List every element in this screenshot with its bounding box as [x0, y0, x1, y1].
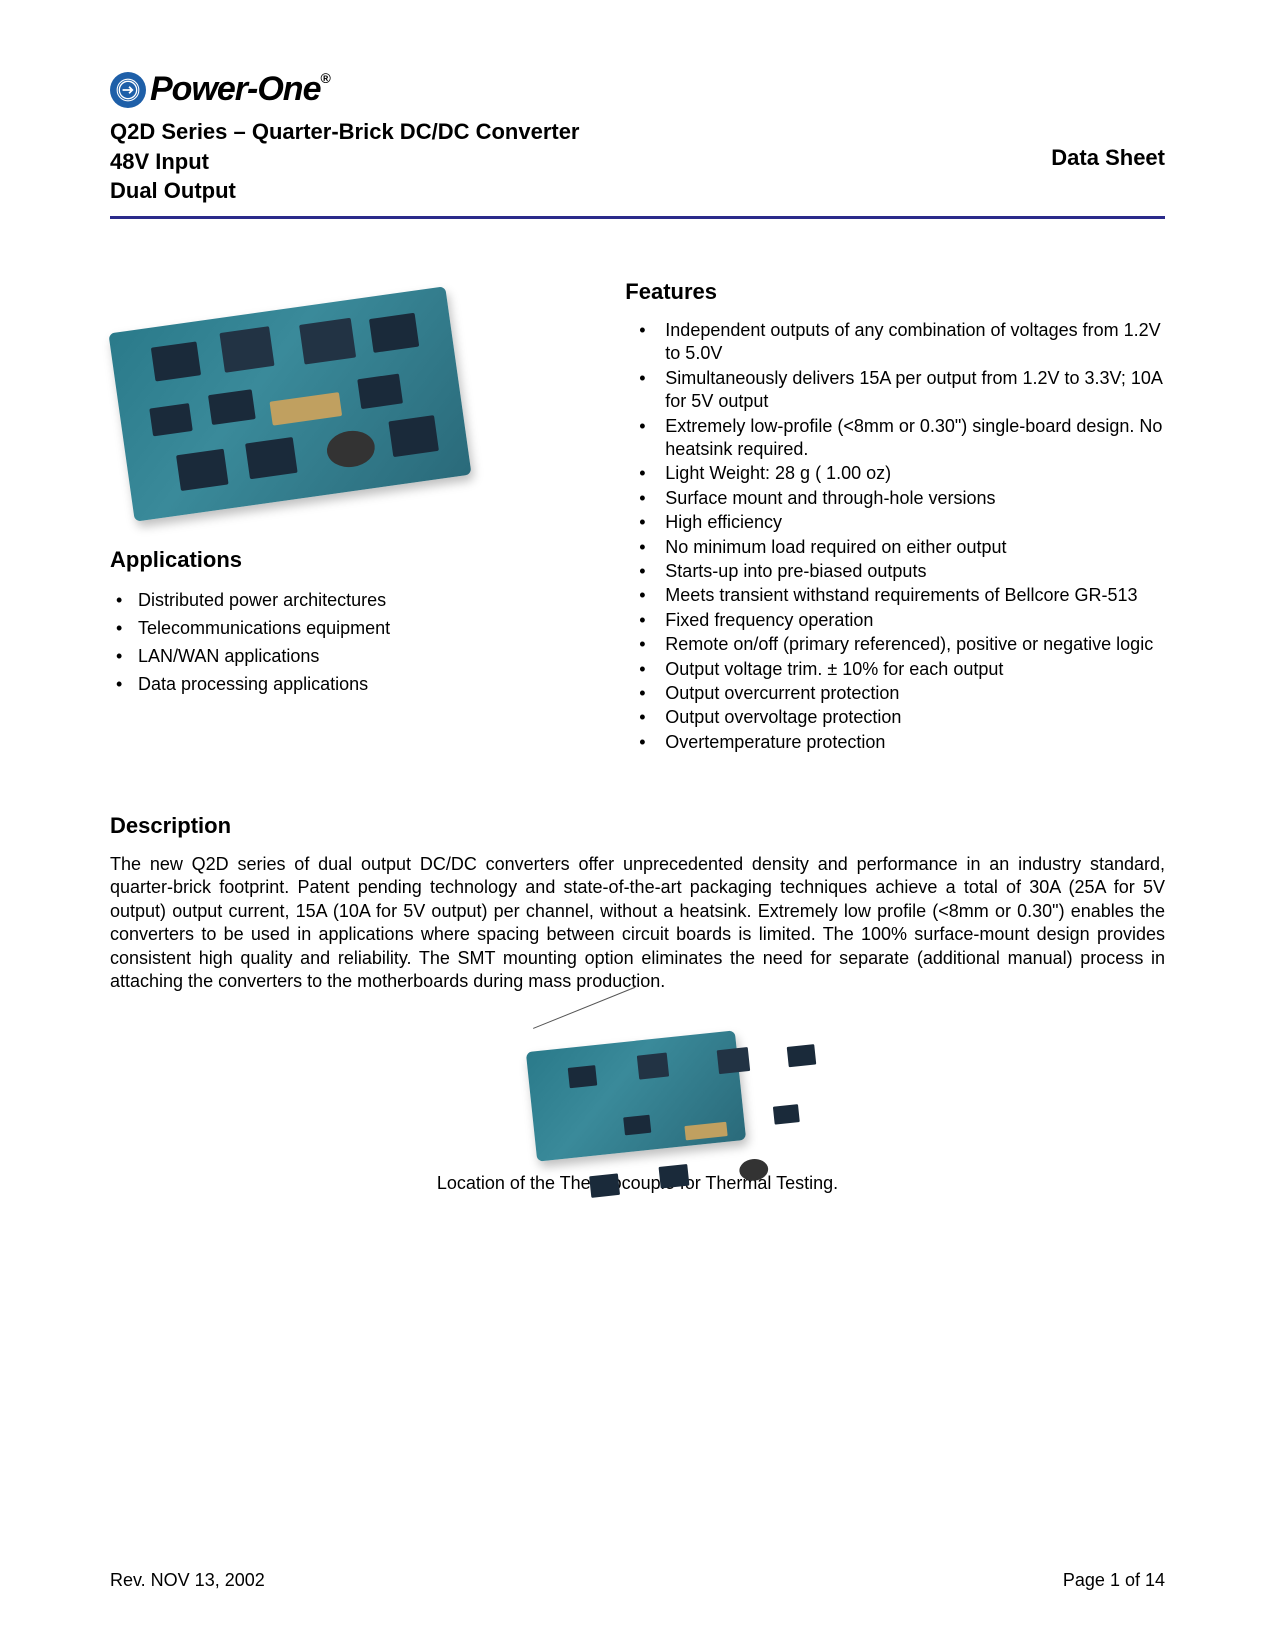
brand-logo: Power-One®: [110, 70, 1165, 109]
applications-list: Distributed power architecturesTelecommu…: [110, 587, 595, 697]
description-heading: Description: [110, 813, 1165, 839]
features-item: Simultaneously delivers 15A per output f…: [631, 367, 1165, 414]
applications-item: Data processing applications: [116, 671, 595, 697]
header-line-output: Dual Output: [110, 176, 580, 206]
globe-arrow-icon: [110, 72, 146, 108]
features-item: Output voltage trim. ± 10% for each outp…: [631, 658, 1165, 681]
page-footer: Rev. NOV 13, 2002 Page 1 of 14: [110, 1570, 1165, 1591]
header-line-input: 48V Input: [110, 147, 580, 177]
figure-caption: Location of the Thermocouple for Thermal…: [110, 1173, 1165, 1194]
registered-mark: ®: [320, 70, 329, 86]
pcb-board-illustration: [108, 286, 471, 521]
features-heading: Features: [625, 279, 1165, 305]
features-list: Independent outputs of any combination o…: [625, 319, 1165, 754]
features-item: Starts-up into pre-biased outputs: [631, 560, 1165, 583]
brand-logo-word: Power-One: [150, 70, 320, 108]
applications-item: LAN/WAN applications: [116, 643, 595, 669]
features-item: Fixed frequency operation: [631, 609, 1165, 632]
footer-revision: Rev. NOV 13, 2002: [110, 1570, 265, 1591]
features-item: Light Weight: 28 g ( 1.00 oz): [631, 462, 1165, 485]
description-section: Description The new Q2D series of dual o…: [110, 813, 1165, 993]
column-right: Features Independent outputs of any comb…: [625, 279, 1165, 755]
header-divider: [110, 216, 1165, 219]
column-left: Applications Distributed power architect…: [110, 279, 595, 755]
header-doc-type: Data Sheet: [1051, 117, 1165, 171]
features-item: No minimum load required on either outpu…: [631, 536, 1165, 559]
features-item: Meets transient withstand requirements o…: [631, 584, 1165, 607]
features-item: Output overcurrent protection: [631, 682, 1165, 705]
applications-item: Distributed power architectures: [116, 587, 595, 613]
features-item: Output overvoltage protection: [631, 706, 1165, 729]
header-line-series: Q2D Series – Quarter-Brick DC/DC Convert…: [110, 117, 580, 147]
brand-logo-text: Power-One®: [150, 70, 330, 109]
features-item: Independent outputs of any combination o…: [631, 319, 1165, 366]
header-title-block: Q2D Series – Quarter-Brick DC/DC Convert…: [110, 117, 580, 206]
document-header: Q2D Series – Quarter-Brick DC/DC Convert…: [110, 117, 1165, 206]
features-item: Surface mount and through-hole versions: [631, 487, 1165, 510]
main-two-column: Applications Distributed power architect…: [110, 279, 1165, 755]
product-photo-large: [110, 279, 470, 529]
features-item: High efficiency: [631, 511, 1165, 534]
product-photo-small: [523, 1023, 753, 1163]
applications-heading: Applications: [110, 547, 595, 573]
description-body: The new Q2D series of dual output DC/DC …: [110, 853, 1165, 993]
applications-item: Telecommunications equipment: [116, 615, 595, 641]
features-item: Overtemperature protection: [631, 731, 1165, 754]
thermocouple-figure: Location of the Thermocouple for Thermal…: [110, 1023, 1165, 1194]
pcb-board-small: [525, 1031, 745, 1162]
features-item: Remote on/off (primary referenced), posi…: [631, 633, 1165, 656]
features-item: Extremely low-profile (<8mm or 0.30") si…: [631, 415, 1165, 462]
footer-page-number: Page 1 of 14: [1063, 1570, 1165, 1591]
